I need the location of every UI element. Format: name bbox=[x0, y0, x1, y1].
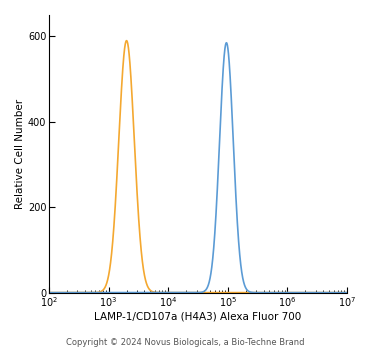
Y-axis label: Relative Cell Number: Relative Cell Number bbox=[15, 99, 25, 209]
X-axis label: LAMP-1/CD107a (H4A3) Alexa Fluor 700: LAMP-1/CD107a (H4A3) Alexa Fluor 700 bbox=[94, 312, 302, 322]
Text: Copyright © 2024 Novus Biologicals, a Bio-Techne Brand: Copyright © 2024 Novus Biologicals, a Bi… bbox=[66, 338, 305, 347]
